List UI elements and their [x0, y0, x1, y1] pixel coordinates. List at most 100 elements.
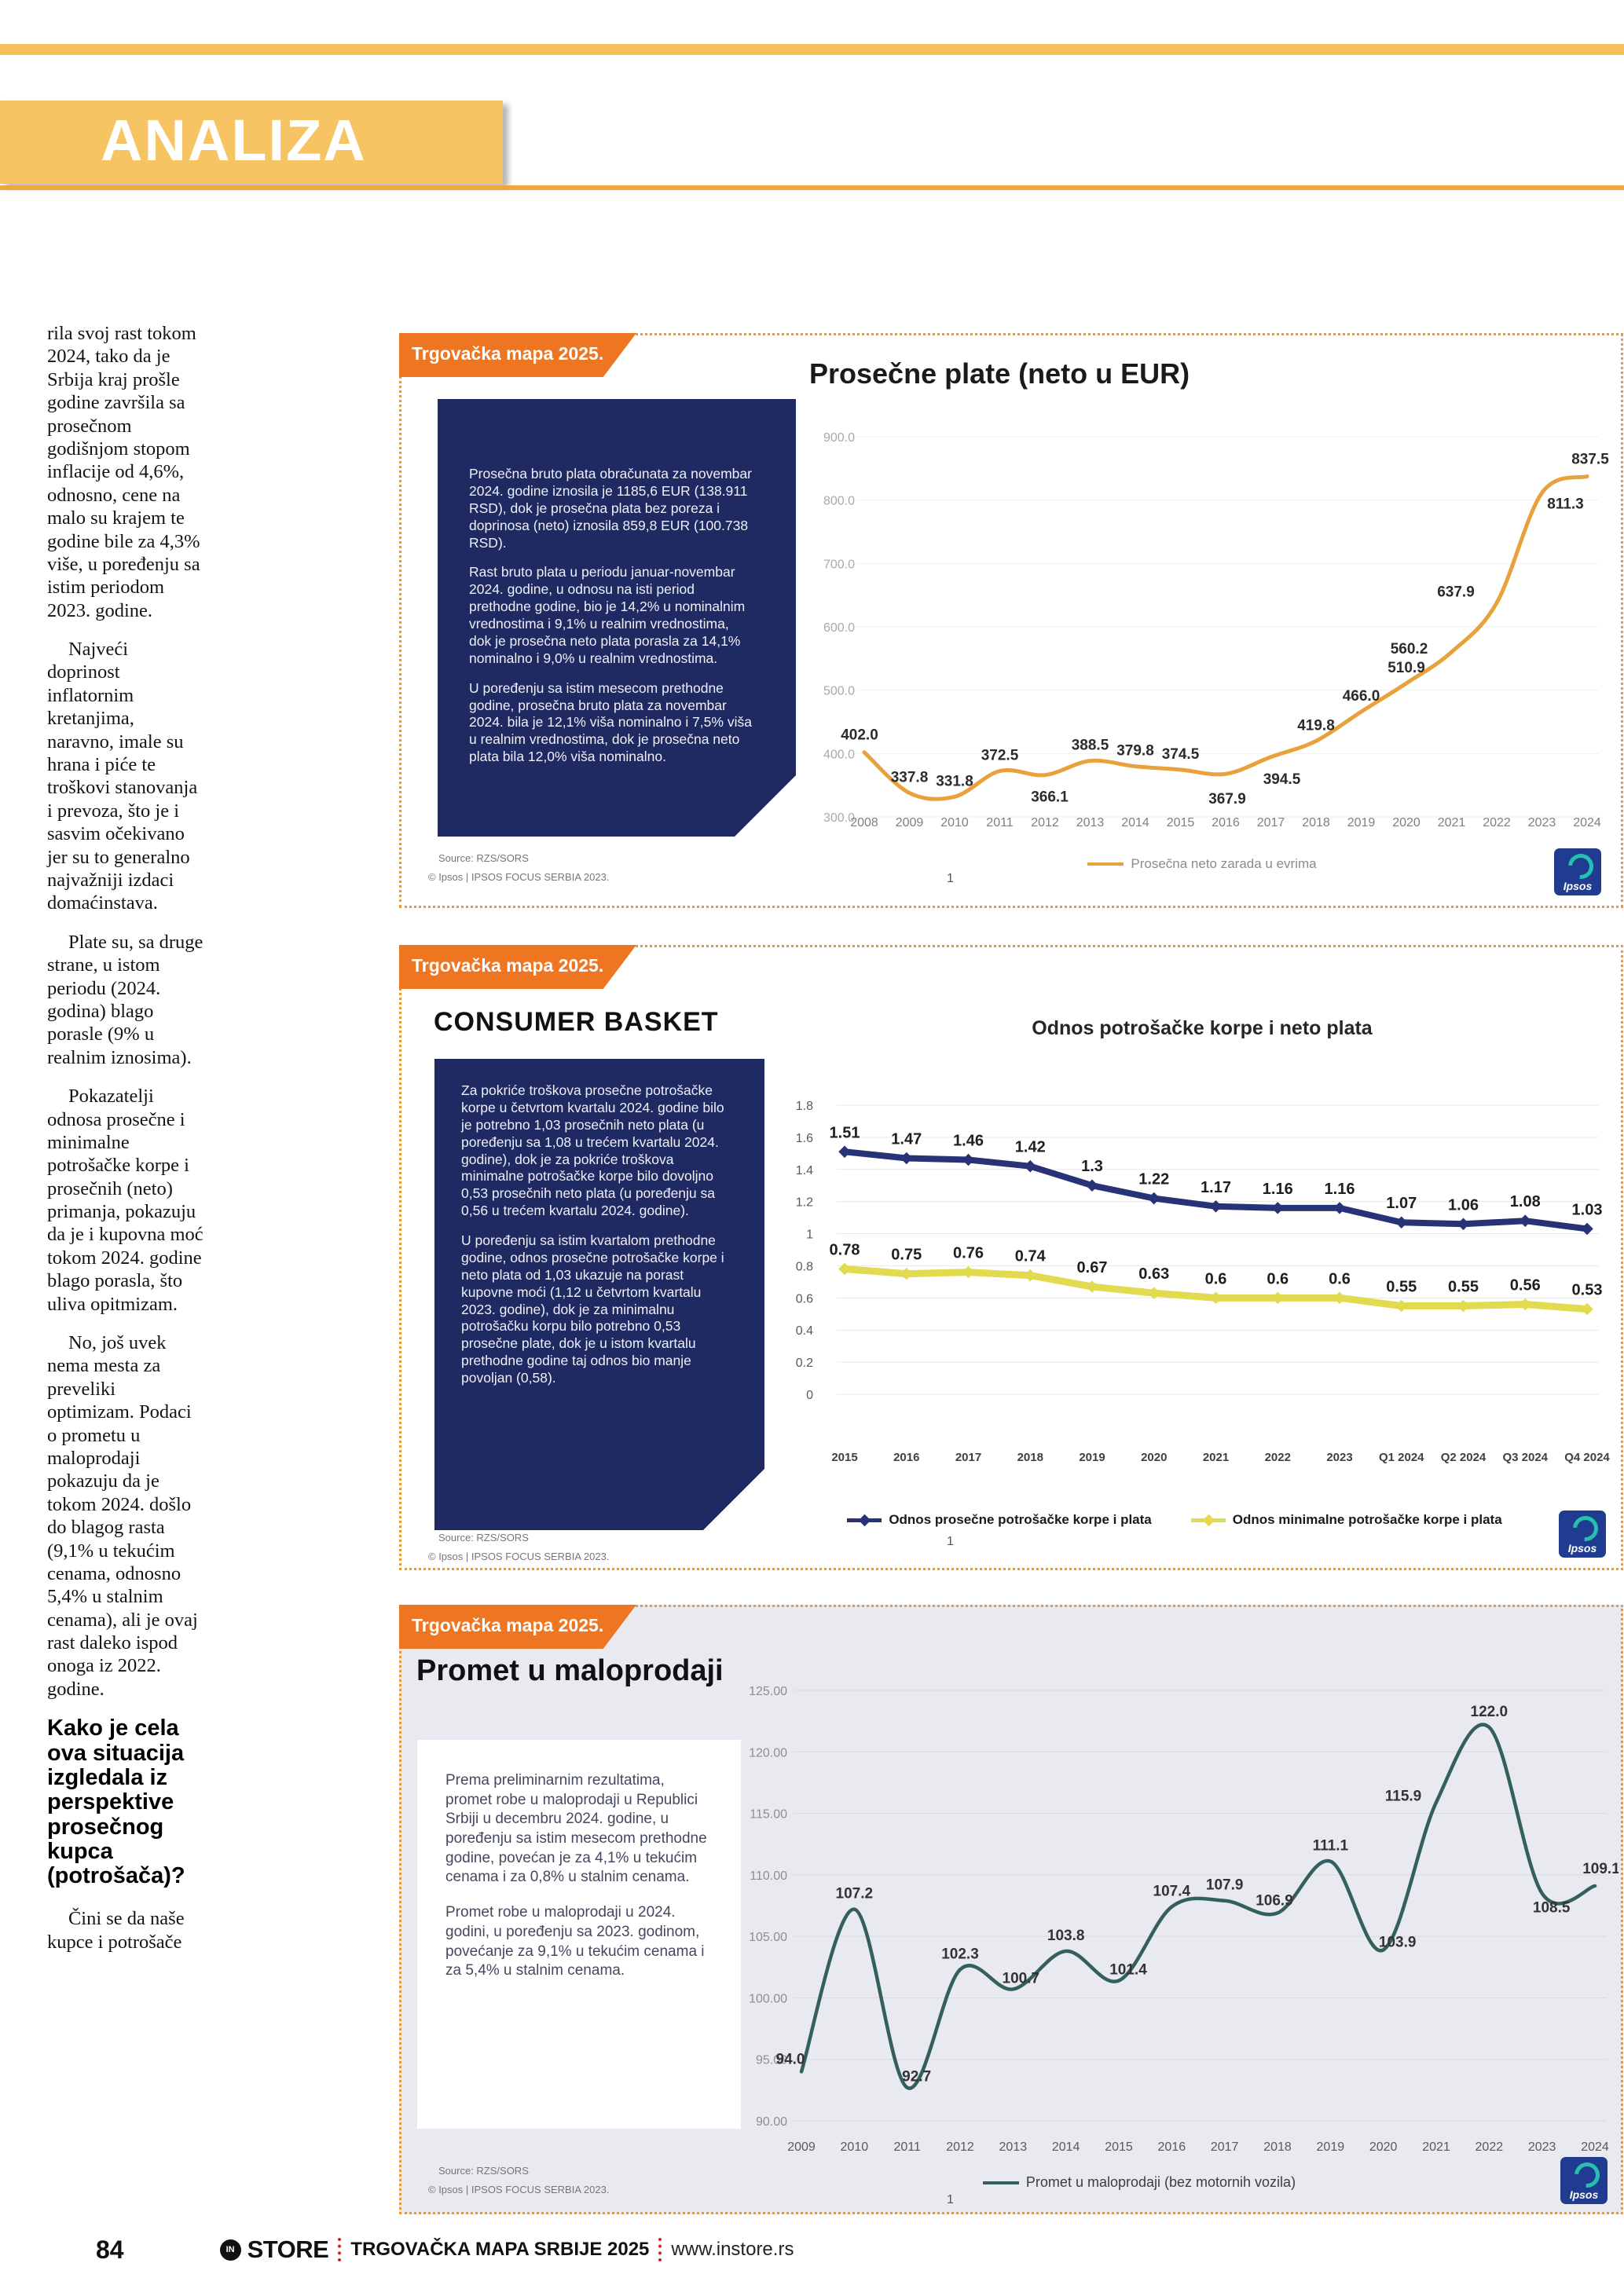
svg-text:2012: 2012	[946, 2140, 974, 2154]
svg-text:367.9: 367.9	[1208, 791, 1246, 807]
svg-text:1.08: 1.08	[1510, 1193, 1541, 1210]
slide-number: 1	[947, 2193, 954, 2206]
ribbon-trgovacka-mapa: Trgovačka mapa 2025.	[399, 945, 636, 989]
svg-text:2009: 2009	[896, 816, 924, 829]
footer-divider	[658, 2238, 662, 2261]
svg-text:2014: 2014	[1121, 816, 1149, 829]
retail-turnover-line-chart: 125.00 120.00 115.00 110.00 105.00 100.00 95.0…	[749, 1685, 1619, 2154]
svg-text:1.42: 1.42	[1015, 1139, 1046, 1156]
svg-text:94.0: 94.0	[776, 2051, 805, 2067]
svg-text:2024: 2024	[1573, 816, 1601, 829]
svg-text:2020: 2020	[1141, 1451, 1167, 1464]
article-paragraph: rila svoj rast tokom 2024, tako da je Sr…	[47, 323, 200, 621]
ribbon-trgovacka-mapa: Trgovačka mapa 2025.	[399, 1605, 636, 1649]
chart-title-salaries: Prosečne plate (neto u EUR)	[809, 357, 1190, 390]
svg-text:Q1 2024: Q1 2024	[1379, 1451, 1424, 1464]
svg-text:1.22: 1.22	[1138, 1171, 1169, 1188]
svg-text:1.3: 1.3	[1081, 1158, 1103, 1175]
svg-text:1: 1	[806, 1229, 813, 1242]
svg-text:331.8: 331.8	[936, 773, 973, 789]
article-subheading: Kako je cela ova situacija izgledala iz …	[47, 1716, 185, 1889]
svg-text:2022: 2022	[1483, 816, 1511, 829]
svg-text:0.75: 0.75	[891, 1247, 922, 1264]
copyright-note: © Ipsos | IPSOS FOCUS SERBIA 2023.	[428, 2184, 610, 2195]
svg-text:92.7: 92.7	[902, 2069, 931, 2085]
svg-text:637.9: 637.9	[1437, 584, 1475, 600]
svg-text:0.63: 0.63	[1138, 1265, 1169, 1283]
retail-info-box: Prema preliminarnim rezultatima, promet …	[417, 1740, 741, 2129]
svg-text:2020: 2020	[1369, 2140, 1398, 2154]
legend-item-minimal-basket: Odnos minimalne potrošačke korpe i plata	[1190, 1512, 1502, 1528]
footer-divider	[338, 2238, 342, 2261]
svg-text:402.0: 402.0	[841, 727, 878, 744]
svg-text:1.4: 1.4	[796, 1164, 813, 1177]
svg-text:2012: 2012	[1031, 816, 1059, 829]
svg-text:0.78: 0.78	[830, 1242, 860, 1259]
ipsos-logo: Ipsos	[1554, 848, 1601, 895]
svg-text:600.0: 600.0	[823, 621, 855, 635]
legend-line-icon	[1190, 1514, 1226, 1526]
salary-info-box: Prosečna bruto plata obračunata za novem…	[438, 399, 796, 837]
svg-text:2014: 2014	[1052, 2140, 1080, 2154]
article-paragraph: Čini se da naše kupce i potrošače	[47, 1908, 185, 1953]
svg-text:107.9: 107.9	[1206, 1877, 1244, 1894]
legend-item-average-basket: Odnos prosečne potrošačke korpe i plata	[847, 1512, 1152, 1528]
svg-text:2024: 2024	[1581, 2140, 1609, 2154]
retail-turnover-heading: Promet u maloprodaji	[416, 1654, 724, 1687]
legend-line-icon	[982, 2181, 1019, 2184]
basket-info-box: Za pokriće troškova prosečne potrošačke …	[434, 1059, 764, 1530]
svg-text:2023: 2023	[1528, 816, 1556, 829]
svg-text:115.00: 115.00	[750, 1808, 787, 1822]
svg-text:394.5: 394.5	[1263, 771, 1301, 788]
svg-text:379.8: 379.8	[1116, 743, 1154, 760]
svg-text:0.6: 0.6	[796, 1292, 813, 1305]
store-logo-text: STORE	[247, 2236, 329, 2263]
svg-text:1.2: 1.2	[796, 1196, 813, 1210]
svg-text:2021: 2021	[1422, 2140, 1450, 2154]
source-note: Source: RZS/SORS	[438, 1532, 529, 1543]
legend-line-icon	[847, 1514, 882, 1526]
svg-text:107.4: 107.4	[1153, 1884, 1191, 1900]
svg-text:2017: 2017	[955, 1451, 981, 1464]
svg-text:419.8: 419.8	[1297, 717, 1335, 734]
info-box-paragraph: Rast bruto plata u periodu januar-novemb…	[469, 564, 746, 666]
legend-line-icon	[1087, 862, 1124, 866]
svg-text:2022: 2022	[1265, 1451, 1291, 1464]
svg-text:0.53: 0.53	[1572, 1282, 1603, 1299]
svg-text:0.4: 0.4	[796, 1324, 813, 1338]
svg-text:Q4 2024: Q4 2024	[1564, 1451, 1610, 1464]
svg-text:2010: 2010	[940, 816, 969, 829]
svg-text:0.55: 0.55	[1448, 1279, 1479, 1296]
section-title: ANALIZA	[101, 108, 367, 173]
website-link[interactable]: www.instore.rs	[671, 2239, 794, 2260]
article-paragraph: No, još uvek nema mesta za preveliki opt…	[47, 1332, 198, 1700]
svg-text:2011: 2011	[893, 2140, 921, 2154]
svg-text:374.5: 374.5	[1162, 746, 1200, 763]
svg-text:0.56: 0.56	[1510, 1277, 1541, 1294]
svg-text:337.8: 337.8	[891, 770, 929, 786]
copyright-note: © Ipsos | IPSOS FOCUS SERBIA 2023.	[428, 871, 610, 883]
svg-text:388.5: 388.5	[1072, 738, 1109, 754]
svg-text:2016: 2016	[1212, 816, 1240, 829]
ipsos-arc-icon	[1563, 848, 1599, 884]
svg-text:95.00: 95.00	[756, 2054, 787, 2067]
svg-text:109.1: 109.1	[1582, 1861, 1619, 1877]
svg-text:372.5: 372.5	[981, 748, 1019, 764]
svg-text:106.9: 106.9	[1256, 1892, 1293, 1909]
svg-text:1.47: 1.47	[891, 1130, 922, 1148]
slide-number: 1	[947, 872, 954, 885]
svg-text:366.1: 366.1	[1031, 789, 1069, 806]
svg-text:900.0: 900.0	[823, 431, 855, 445]
svg-text:2016: 2016	[1158, 2140, 1186, 2154]
svg-text:120.00: 120.00	[749, 1746, 787, 1760]
info-box-paragraph: Prosečna bruto plata obračunata za novem…	[469, 466, 752, 551]
svg-text:1.16: 1.16	[1325, 1181, 1355, 1198]
svg-text:2022: 2022	[1476, 2140, 1504, 2154]
svg-text:0.6: 0.6	[1205, 1270, 1227, 1287]
svg-text:2019: 2019	[1317, 2140, 1345, 2154]
article-paragraph: Pokazatelji odnosa prosečne i minimalne …	[47, 1086, 203, 1315]
svg-text:2011: 2011	[986, 816, 1014, 829]
svg-text:2023: 2023	[1326, 1451, 1352, 1464]
